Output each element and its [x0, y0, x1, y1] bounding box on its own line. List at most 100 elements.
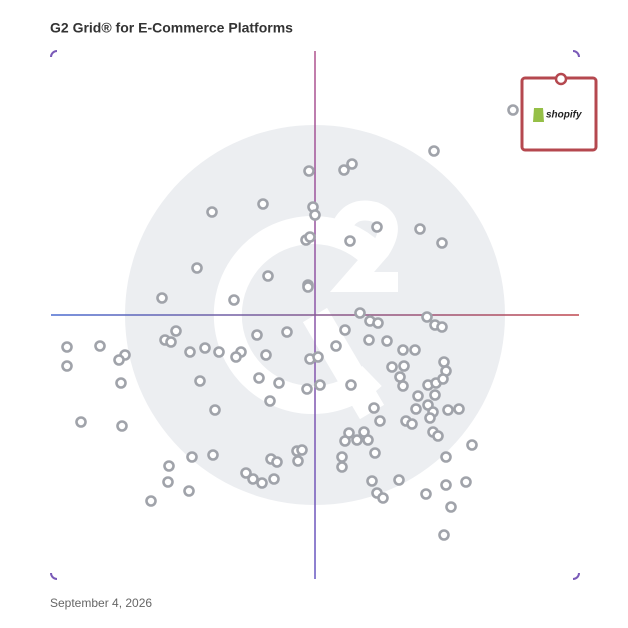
product-point — [260, 349, 272, 361]
product-point — [116, 420, 128, 432]
product-point — [61, 341, 73, 353]
product-point — [338, 164, 350, 176]
product-point — [156, 292, 168, 304]
product-point — [61, 360, 73, 372]
product-point — [414, 223, 426, 235]
product-point — [257, 198, 269, 210]
highlight-pin — [554, 72, 568, 86]
product-point — [75, 416, 87, 428]
product-point — [372, 317, 384, 329]
product-point — [264, 395, 276, 407]
product-point — [440, 451, 452, 463]
product-point — [438, 529, 450, 541]
product-point — [253, 372, 265, 384]
product-point — [94, 340, 106, 352]
product-point — [420, 488, 432, 500]
product-point — [186, 451, 198, 463]
product-point — [240, 467, 252, 479]
product-point — [393, 474, 405, 486]
chart-title: G2 Grid® for E-Commerce Platforms — [50, 20, 293, 36]
product-point — [301, 383, 313, 395]
product-point — [228, 294, 240, 306]
product-point — [206, 206, 218, 218]
highlight-label: shopify — [546, 110, 582, 121]
product-point — [184, 346, 196, 358]
product-point — [436, 237, 448, 249]
product-point — [412, 390, 424, 402]
product-point — [398, 360, 410, 372]
product-point — [281, 326, 293, 338]
product-point — [271, 456, 283, 468]
product-point — [346, 158, 358, 170]
product-point — [369, 447, 381, 459]
product-point — [304, 231, 316, 243]
product-point — [445, 501, 457, 513]
product-point — [466, 439, 478, 451]
product-point — [363, 334, 375, 346]
product-point — [394, 371, 406, 383]
product-point — [163, 460, 175, 472]
product-point — [213, 346, 225, 358]
product-point — [410, 403, 422, 415]
product-point — [303, 165, 315, 177]
product-point — [432, 430, 444, 442]
product-point — [207, 449, 219, 461]
product-point — [230, 351, 242, 363]
product-point — [247, 473, 259, 485]
product-point — [191, 262, 203, 274]
product-point — [345, 379, 357, 391]
product-point — [397, 380, 409, 392]
product-point — [113, 354, 125, 366]
product-point — [292, 455, 304, 467]
product-point — [428, 145, 440, 157]
product-point — [374, 415, 386, 427]
product-point — [406, 418, 418, 430]
product-point — [256, 477, 268, 489]
product-point — [262, 270, 274, 282]
product-point — [438, 356, 450, 368]
product-point — [386, 361, 398, 373]
product-point — [377, 492, 389, 504]
product-point — [371, 221, 383, 233]
product-point — [296, 444, 308, 456]
product-point — [209, 404, 221, 416]
product-point — [424, 412, 436, 424]
product-point — [273, 377, 285, 389]
product-point — [312, 351, 324, 363]
product-point — [381, 335, 393, 347]
product-point — [165, 336, 177, 348]
product-point — [145, 495, 157, 507]
product-point — [354, 307, 366, 319]
product-point — [162, 476, 174, 488]
product-point — [170, 325, 182, 337]
product-point — [183, 485, 195, 497]
product-point — [421, 311, 433, 323]
product-point — [330, 340, 342, 352]
product-point — [194, 375, 206, 387]
product-point — [199, 342, 211, 354]
product-point — [437, 373, 449, 385]
logo-icon — [533, 108, 544, 122]
product-point — [453, 403, 465, 415]
product-point — [336, 451, 348, 463]
product-point — [368, 402, 380, 414]
product-point — [397, 344, 409, 356]
date: September 4, 2026 — [50, 596, 152, 610]
product-point — [366, 475, 378, 487]
product-point — [440, 479, 452, 491]
product-point — [429, 389, 441, 401]
product-point — [344, 235, 356, 247]
product-point — [436, 321, 448, 333]
highlight-point — [507, 104, 519, 116]
product-point — [442, 404, 454, 416]
product-point — [339, 435, 351, 447]
product-point — [251, 329, 263, 341]
product-point — [309, 209, 321, 221]
product-point — [336, 461, 348, 473]
product-point — [339, 324, 351, 336]
product-point — [268, 473, 280, 485]
product-point — [409, 344, 421, 356]
product-point — [351, 434, 363, 446]
product-point — [314, 379, 326, 391]
